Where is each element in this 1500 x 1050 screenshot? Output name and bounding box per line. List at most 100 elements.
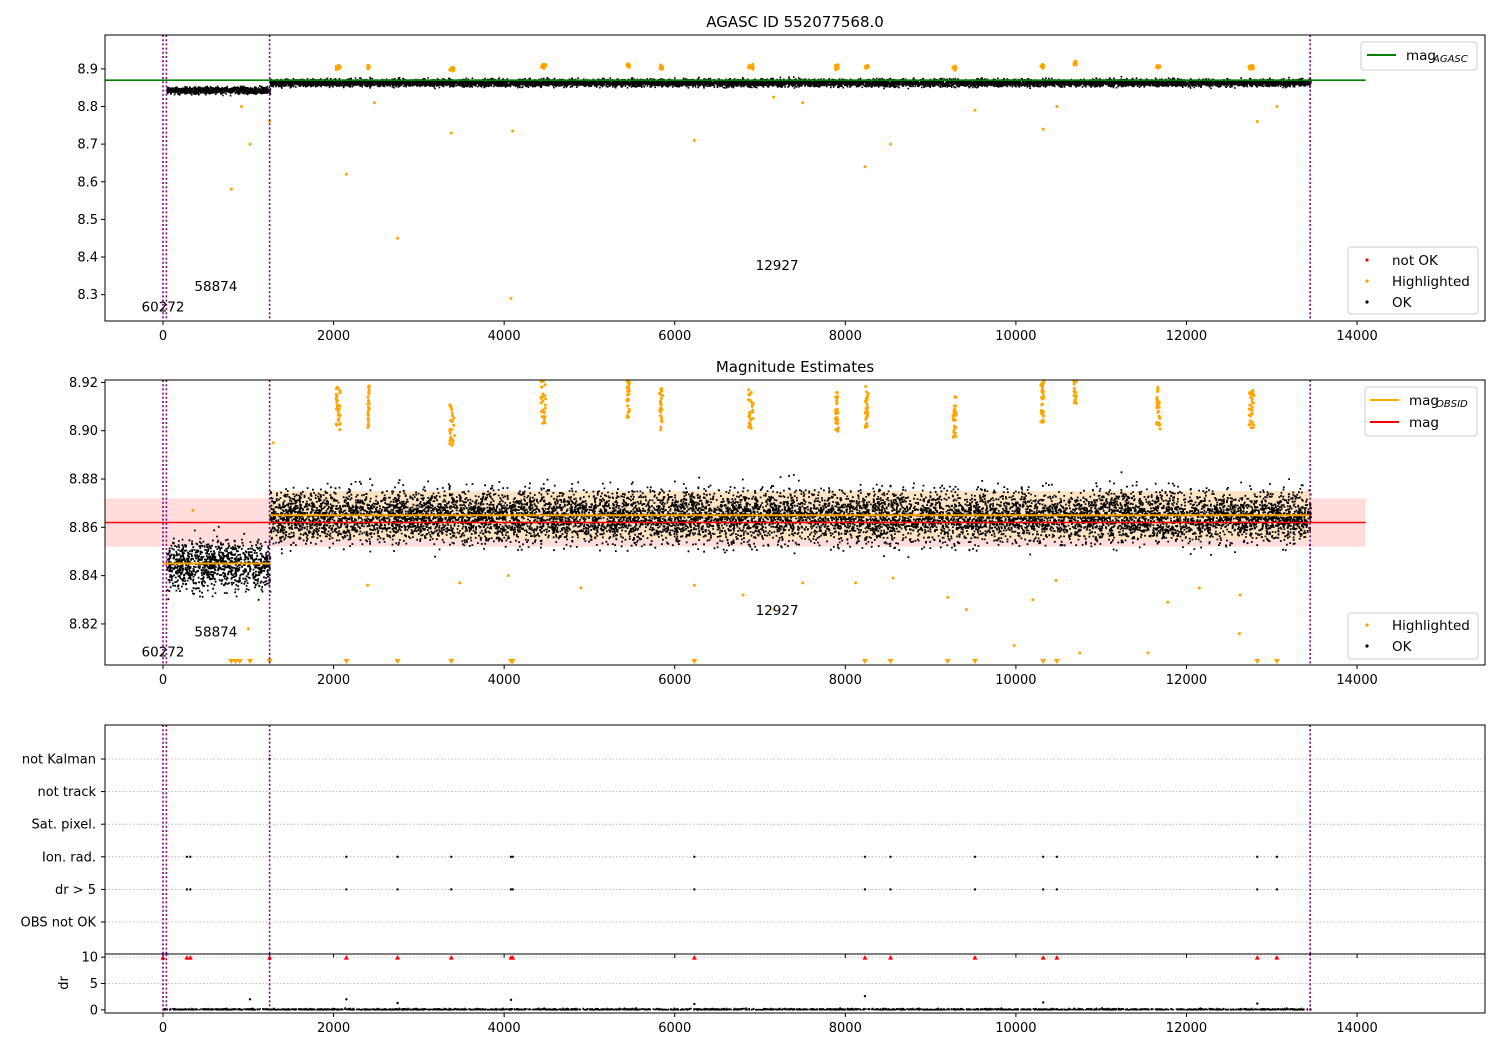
highlighted-point <box>836 418 840 422</box>
highlighted-point <box>541 399 545 403</box>
highlighted-point <box>1041 386 1045 390</box>
clipped-dr-marker <box>267 955 273 960</box>
highlighted-point <box>1247 413 1251 417</box>
highlighted-point <box>747 425 751 429</box>
highlighted-point <box>1072 401 1076 405</box>
flag-event-point <box>1055 888 1059 891</box>
highlighted-point <box>863 165 867 169</box>
obsid-annotation: 12927 <box>756 603 799 619</box>
dr-axis-label: dr <box>57 976 72 990</box>
clipped-marker <box>246 659 253 664</box>
obsid-annotation: 58874 <box>194 279 237 295</box>
highlighted-point <box>453 434 457 438</box>
highlighted-point <box>1073 390 1077 394</box>
legend-line-subscript: OBSID <box>1436 399 1468 410</box>
highlighted-point <box>625 397 629 401</box>
category-label: dr > 5 <box>55 883 96 898</box>
highlighted-point <box>749 400 753 404</box>
highlighted-point <box>837 63 840 67</box>
flag-event-point <box>973 888 977 891</box>
highlighted-point <box>1248 419 1252 423</box>
highlighted-point <box>835 390 839 394</box>
clipped-dr-marker <box>187 955 193 960</box>
highlighted-point <box>625 385 629 389</box>
flag-event-point <box>1055 855 1059 858</box>
x-tick-label: 4000 <box>488 1021 521 1036</box>
highlighted-point <box>627 407 631 411</box>
clipped-dr-marker <box>343 955 349 960</box>
y-tick-label: 0 <box>90 1003 98 1018</box>
flag-event-point <box>509 888 513 891</box>
highlighted-point <box>458 581 462 585</box>
highlighted-point <box>450 411 454 415</box>
highlighted-point <box>366 416 370 420</box>
highlighted-point <box>751 410 755 414</box>
y-tick-label: 8.9 <box>77 62 98 77</box>
highlighted-point <box>864 417 868 421</box>
y-tick-label: 8.8 <box>77 100 98 115</box>
x-tick-label: 12000 <box>1166 673 1207 688</box>
highlighted-point <box>953 407 957 411</box>
highlighted-point <box>952 417 956 421</box>
highlighted-point <box>952 434 956 438</box>
highlighted-point <box>1250 422 1254 426</box>
highlighted-point <box>751 62 755 66</box>
highlighted-point <box>338 391 342 395</box>
clipped-marker <box>1040 659 1047 664</box>
clipped-dr-marker <box>395 955 401 960</box>
highlighted-point <box>543 393 547 397</box>
highlighted-point <box>229 187 233 191</box>
highlighted-point <box>964 607 968 611</box>
x-tick-label: 14000 <box>1336 673 1377 688</box>
highlighted-point <box>506 574 510 578</box>
flag-event-point <box>1275 855 1279 858</box>
x-tick-label: 8000 <box>829 673 862 688</box>
clipped-marker <box>691 659 698 664</box>
y-tick-label: 10 <box>81 951 98 966</box>
x-tick-label: 6000 <box>658 673 691 688</box>
highlighted-point <box>865 415 869 419</box>
legend-points-box <box>1347 612 1479 660</box>
ok-points <box>166 75 1312 97</box>
highlighted-point <box>1155 389 1159 393</box>
highlighted-point <box>1275 105 1279 108</box>
flag-event-point <box>889 888 892 891</box>
highlighted-point <box>1157 405 1161 409</box>
highlighted-point <box>1247 423 1251 427</box>
highlighted-point <box>973 108 977 112</box>
flag-event-point <box>189 888 192 891</box>
highlighted-point <box>801 101 805 105</box>
clipped-dr-marker <box>1274 955 1280 960</box>
dr-outlier-point <box>863 994 867 998</box>
highlighted-point <box>449 68 453 71</box>
highlighted-point <box>1054 578 1058 582</box>
highlighted-point <box>450 414 454 418</box>
highlighted-point <box>366 422 370 426</box>
y-tick-label: 8.6 <box>77 175 98 190</box>
clipped-dr-marker <box>888 955 894 960</box>
highlighted-point <box>1040 390 1044 394</box>
highlighted-point <box>772 95 776 99</box>
highlighted-point <box>448 404 452 408</box>
legend-point-label: Highlighted <box>1392 618 1470 634</box>
highlighted-point <box>750 404 754 408</box>
clipped-dr-marker <box>1040 955 1046 960</box>
highlighted-point <box>749 390 753 394</box>
highlighted-point <box>659 66 663 70</box>
highlighted-point <box>1040 396 1044 400</box>
highlighted-point <box>450 438 454 442</box>
highlighted-point <box>954 395 958 399</box>
clipped-dr-marker <box>1054 955 1060 960</box>
highlighted-point <box>660 416 664 420</box>
dr-outlier-point <box>509 998 513 1002</box>
highlighted-point <box>1039 420 1043 424</box>
highlighted-point <box>248 142 252 146</box>
highlighted-point <box>834 428 838 432</box>
highlighted-point <box>864 424 868 428</box>
highlighted-point <box>660 393 664 397</box>
clipped-dr-marker <box>691 955 697 960</box>
highlighted-point <box>1072 63 1076 67</box>
panel2-title: Magnitude Estimates <box>716 358 874 376</box>
highlighted-point <box>692 583 696 587</box>
highlighted-point <box>864 385 868 389</box>
